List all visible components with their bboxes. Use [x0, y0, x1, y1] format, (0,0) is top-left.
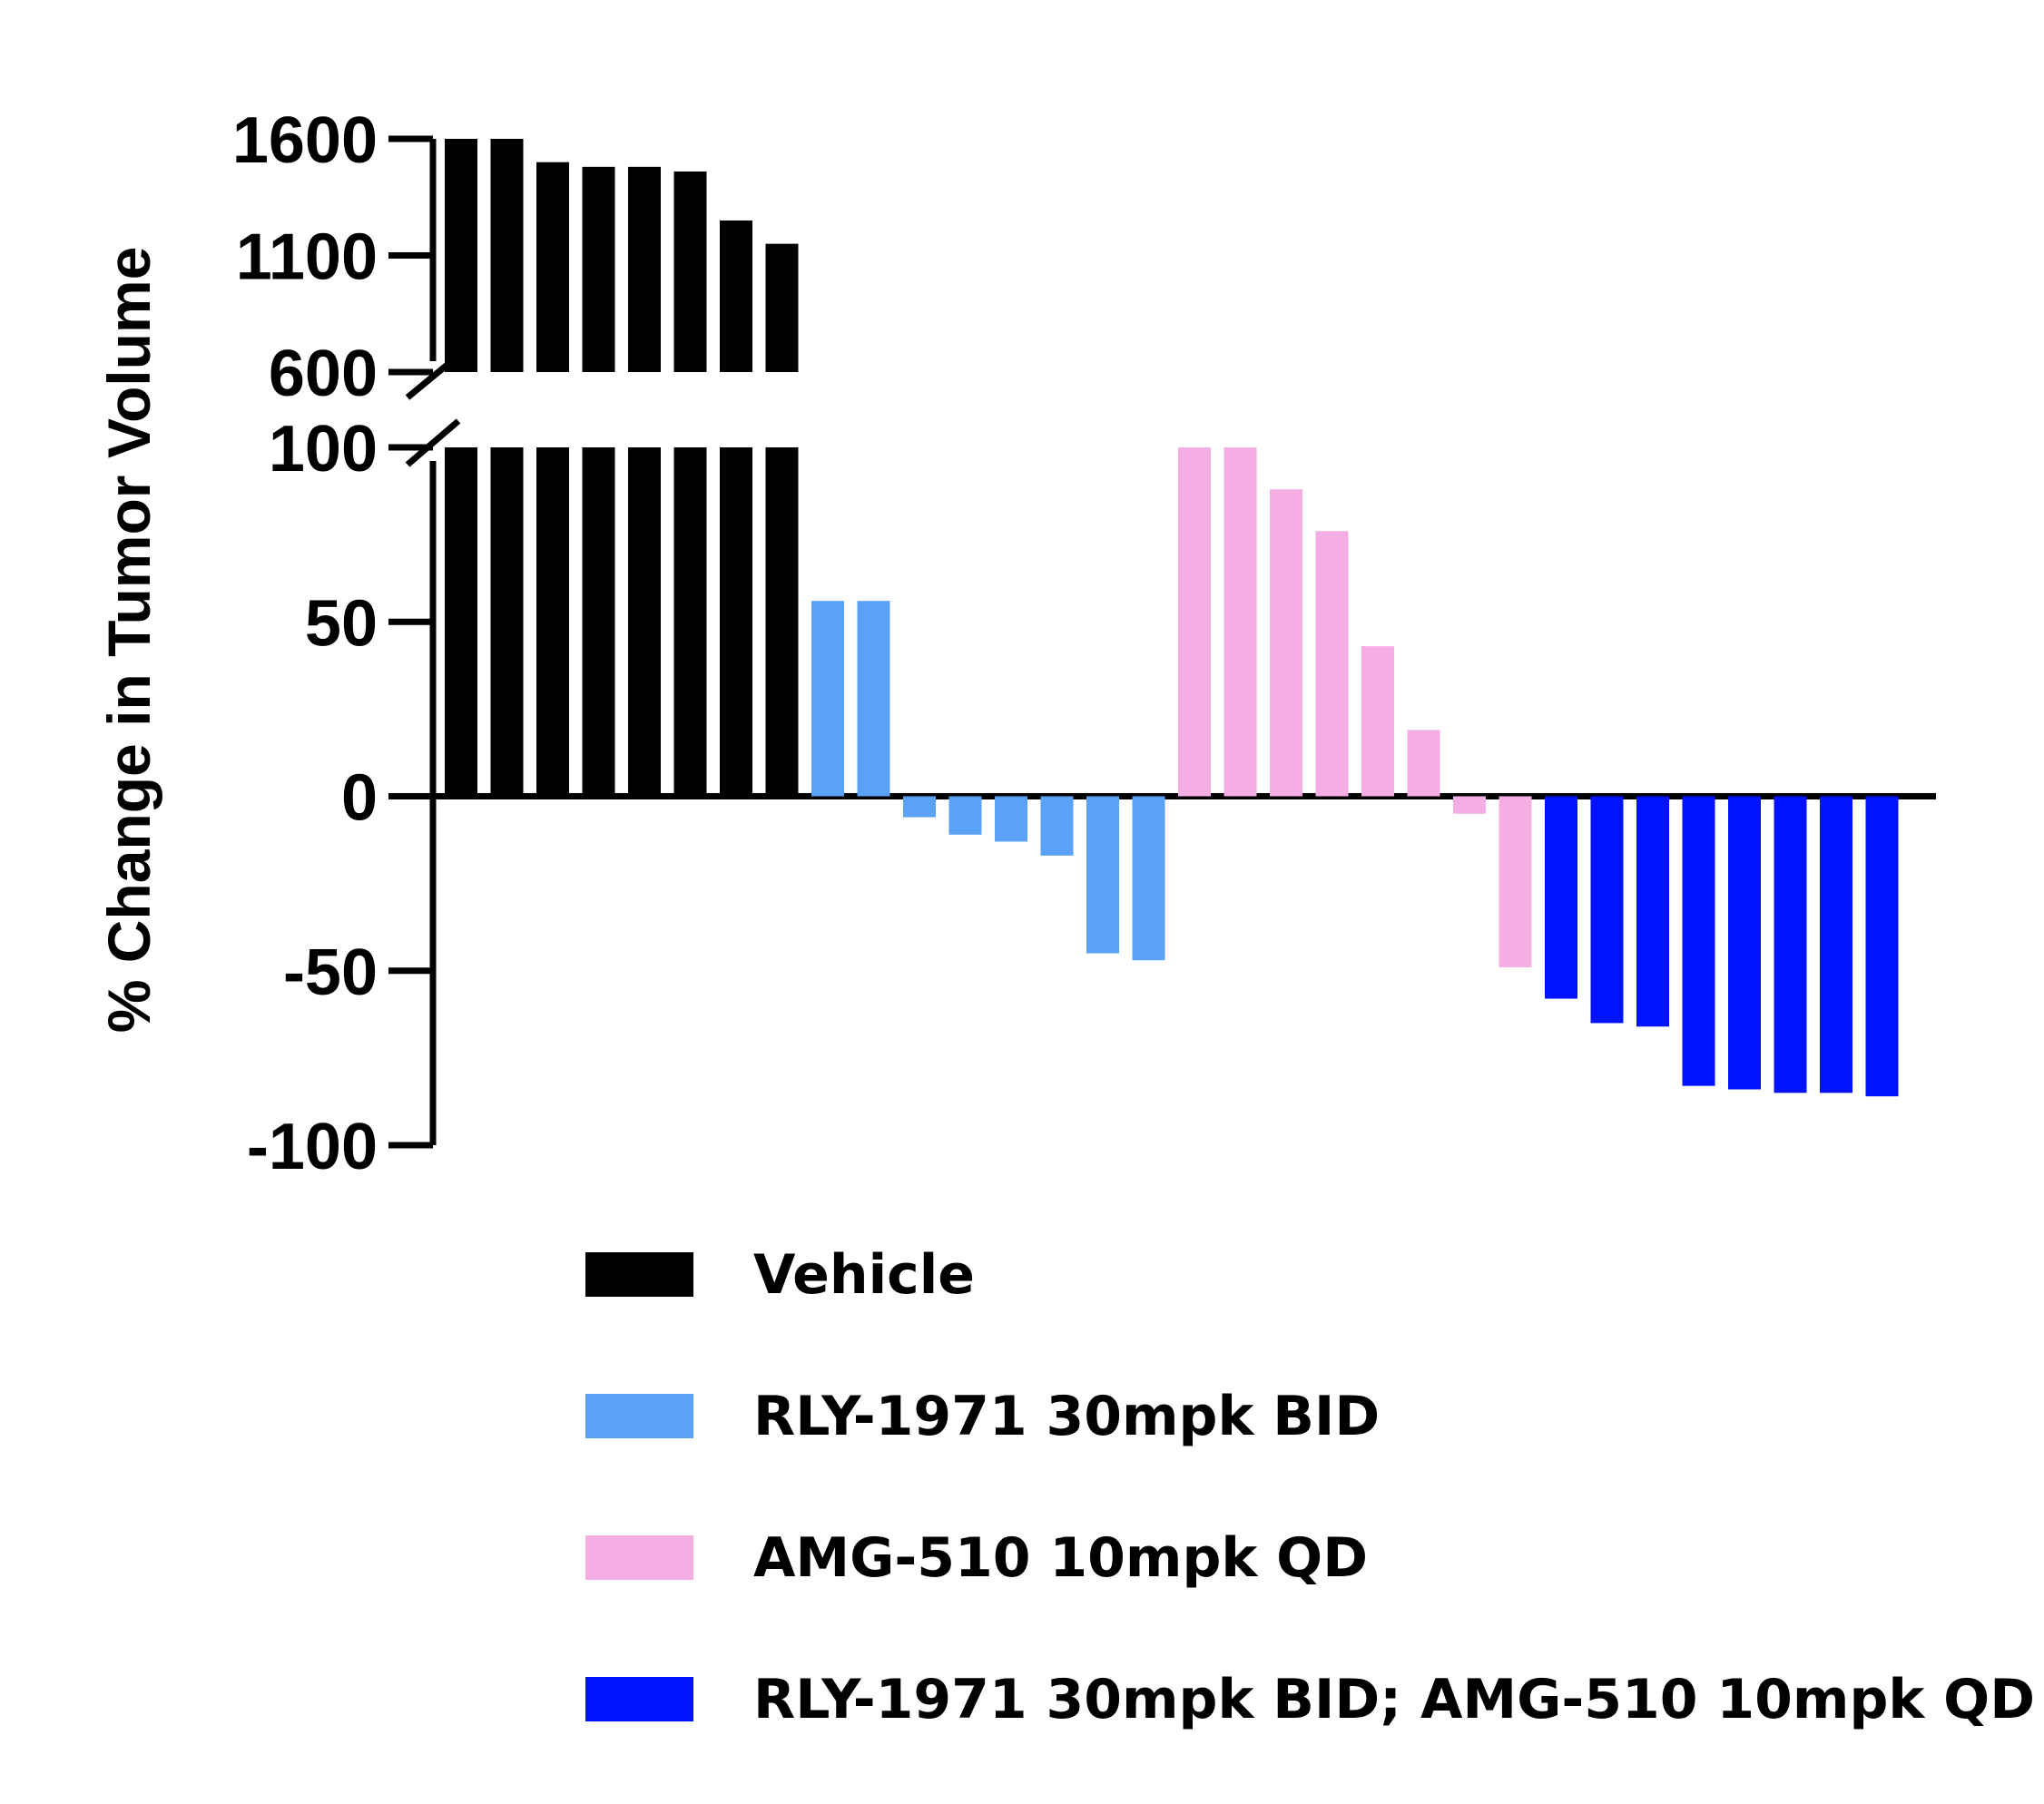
legend: Vehicle RLY-1971 30mpk BID AMG-510 10mpk Q…: [585, 1243, 2035, 1731]
bar-s0-1-lower: [490, 447, 524, 797]
bar-s2-7: [1499, 796, 1532, 967]
legend-label-1: RLY-1971 30mpk BID: [753, 1385, 1380, 1448]
bar-s1-4: [995, 796, 1027, 842]
bar-s1-0: [811, 601, 844, 797]
bar-s0-4-upper: [628, 166, 661, 372]
bars: [445, 139, 1899, 1097]
legend-label-3: RLY-1971 30mpk BID; AMG-510 10mpk QD: [753, 1668, 2035, 1731]
y-tick-lower-2-label: 0: [341, 762, 378, 835]
bar-s0-0-lower: [445, 447, 477, 797]
bar-s0-1-upper: [490, 139, 524, 372]
bar-s2-0: [1178, 447, 1211, 797]
bar-s3-7: [1865, 796, 1899, 1097]
bar-s1-1: [857, 601, 890, 797]
bar-s2-2: [1270, 489, 1302, 797]
bar-s2-3: [1315, 531, 1349, 797]
bar-s3-0: [1545, 796, 1577, 999]
y-tick-upper-2-label: 1600: [232, 104, 378, 177]
bar-s3-6: [1820, 796, 1852, 1093]
bar-s1-6: [1086, 796, 1119, 954]
bar-s0-2-upper: [536, 162, 569, 372]
bar-s0-6-upper: [720, 220, 752, 372]
y-tick-lower-1-label: -50: [283, 936, 378, 1009]
bar-s0-6-lower: [720, 447, 752, 797]
bar-s0-3-upper: [582, 166, 615, 372]
y-tick-lower-3-label: 50: [305, 587, 378, 660]
legend-swatch-3: [585, 1677, 693, 1721]
y-ticks: 600 1100 1600 -100 -50 0 50 100: [232, 104, 433, 1183]
legend-label-0: Vehicle: [753, 1243, 975, 1307]
bar-s0-5-lower: [673, 447, 707, 797]
bar-s3-1: [1590, 796, 1624, 1024]
bar-s3-5: [1774, 796, 1807, 1093]
legend-label-2: AMG-510 10mpk QD: [753, 1526, 1368, 1590]
bar-s2-5: [1407, 730, 1440, 797]
y-tick-lower-4-label: 100: [269, 413, 378, 485]
bar-s2-6: [1453, 796, 1486, 814]
bar-s2-4: [1361, 646, 1394, 797]
legend-swatch-2: [585, 1535, 693, 1580]
bar-s1-5: [1040, 796, 1074, 856]
bar-s1-2: [903, 796, 936, 818]
y-axis-title: % Change in Tumor Volume: [95, 247, 162, 1034]
bar-s0-7-lower: [765, 447, 799, 797]
bar-s0-3-lower: [582, 447, 615, 797]
bar-s0-7-upper: [765, 243, 799, 372]
bar-s3-4: [1728, 796, 1761, 1090]
y-tick-lower-0-label: -100: [247, 1111, 378, 1183]
bar-s0-0-upper: [445, 139, 477, 372]
bar-s1-3: [948, 796, 982, 835]
bar-s3-2: [1636, 796, 1669, 1027]
bar-s3-3: [1682, 796, 1715, 1086]
bar-s0-2-lower: [536, 447, 569, 797]
y-tick-upper-0-label: 600: [269, 338, 378, 410]
y-tick-upper-1-label: 1100: [236, 221, 378, 294]
bar-s1-7: [1132, 796, 1165, 961]
bar-s2-1: [1223, 447, 1257, 797]
bar-s0-4-lower: [628, 447, 661, 797]
legend-swatch-0: [585, 1252, 693, 1297]
legend-swatch-1: [585, 1394, 693, 1438]
axis-break-mark-lower: [405, 418, 461, 467]
bar-s0-5-upper: [673, 171, 707, 372]
